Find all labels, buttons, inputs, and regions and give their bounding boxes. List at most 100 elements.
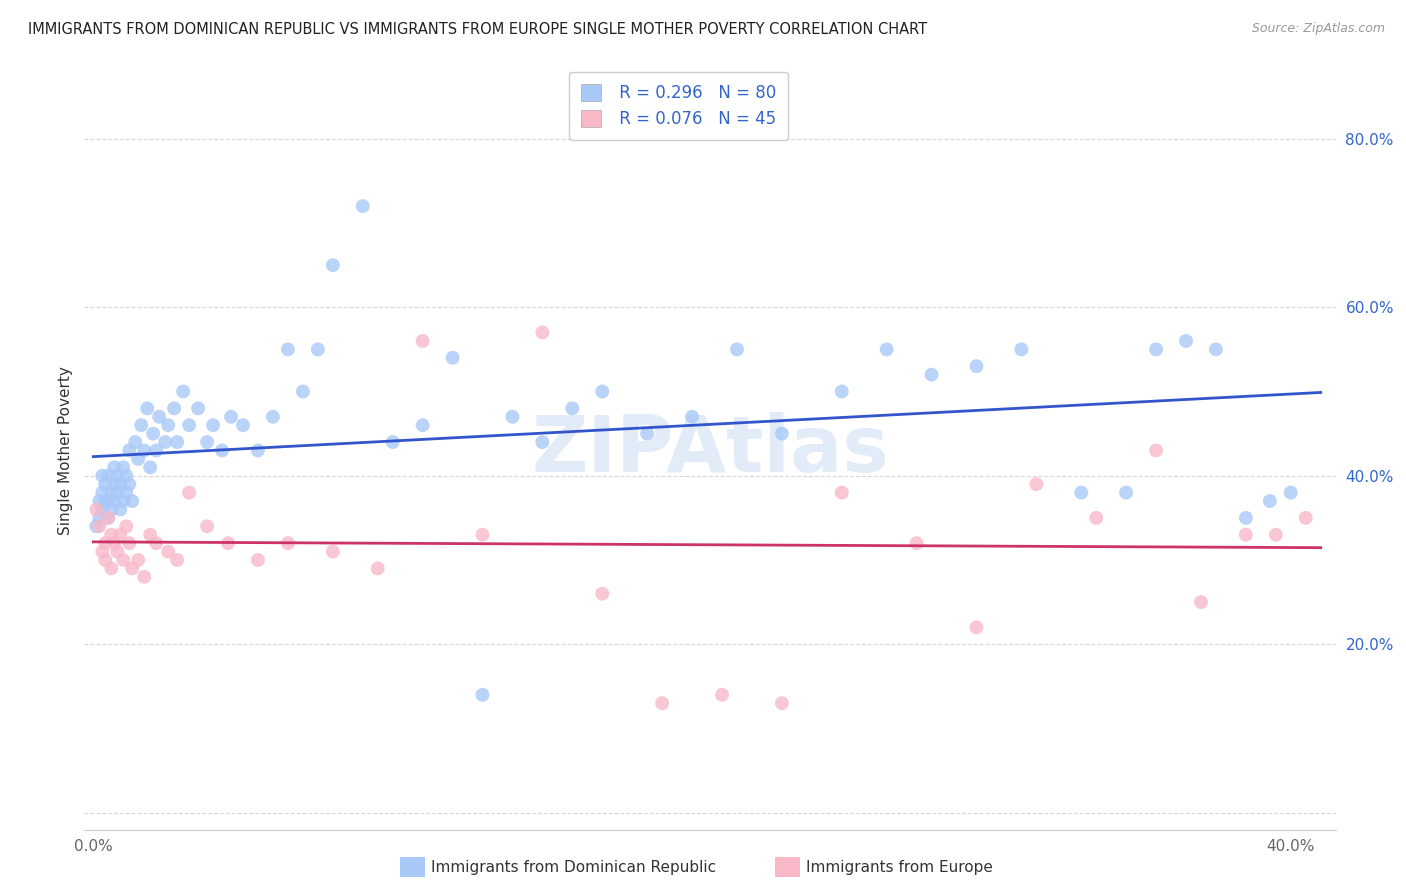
Point <box>166 553 188 567</box>
Point <box>471 527 494 541</box>
Point <box>112 553 135 567</box>
Point <box>163 401 186 416</box>
Point <box>94 553 117 567</box>
Point <box>153 435 176 450</box>
Point <box>1070 485 1092 500</box>
Point <box>148 409 170 424</box>
Point <box>291 384 314 399</box>
Point <box>105 544 128 558</box>
Point <box>110 502 132 516</box>
Point <box>905 536 928 550</box>
Point <box>157 544 180 558</box>
Point <box>246 443 269 458</box>
Point <box>202 418 225 433</box>
Point <box>127 553 149 567</box>
Point <box>831 485 853 500</box>
Point <box>97 494 120 508</box>
Point <box>103 460 125 475</box>
Point <box>965 620 987 634</box>
Point <box>139 527 162 541</box>
Point <box>145 536 167 550</box>
Point <box>1175 334 1198 348</box>
Point <box>262 409 284 424</box>
Point <box>412 418 434 433</box>
Point <box>112 460 135 475</box>
Point <box>770 426 793 441</box>
Point <box>103 536 125 550</box>
Point <box>531 435 554 450</box>
Point <box>1144 343 1167 357</box>
Point <box>179 485 201 500</box>
Point <box>1144 443 1167 458</box>
Y-axis label: Single Mother Poverty: Single Mother Poverty <box>58 366 73 535</box>
Point <box>89 494 111 508</box>
Point <box>591 587 613 601</box>
Point <box>831 384 853 399</box>
Point <box>1264 527 1286 541</box>
Point <box>91 468 114 483</box>
Point <box>127 451 149 466</box>
Point <box>97 468 120 483</box>
Point <box>139 460 162 475</box>
Point <box>103 477 125 491</box>
Point <box>965 359 987 374</box>
Point <box>681 409 703 424</box>
Point <box>322 544 344 558</box>
Point <box>1258 494 1281 508</box>
Point <box>1295 511 1317 525</box>
Point <box>97 511 120 525</box>
Point <box>1085 511 1108 525</box>
Point <box>121 494 143 508</box>
Point <box>1010 343 1032 357</box>
Point <box>651 696 673 710</box>
Text: Source: ZipAtlas.com: Source: ZipAtlas.com <box>1251 22 1385 36</box>
Point <box>112 494 135 508</box>
Point <box>97 511 120 525</box>
Point <box>124 435 146 450</box>
Point <box>105 485 128 500</box>
Point <box>172 384 194 399</box>
Point <box>89 511 111 525</box>
Point <box>1279 485 1302 500</box>
Point <box>232 418 254 433</box>
Point <box>121 561 143 575</box>
Point <box>118 536 141 550</box>
Point <box>1234 511 1257 525</box>
Text: ZIPAtlas: ZIPAtlas <box>531 412 889 489</box>
Point <box>118 477 141 491</box>
Point <box>142 426 165 441</box>
Point <box>100 485 122 500</box>
Text: Immigrants from Dominican Republic: Immigrants from Dominican Republic <box>430 861 716 875</box>
Point <box>110 477 132 491</box>
Point <box>86 502 108 516</box>
Point <box>412 334 434 348</box>
Point <box>94 536 117 550</box>
Point <box>441 351 464 365</box>
Point <box>219 409 242 424</box>
Point <box>352 199 374 213</box>
Point <box>501 409 523 424</box>
Point <box>145 443 167 458</box>
Point <box>157 418 180 433</box>
Point <box>381 435 404 450</box>
Point <box>91 544 114 558</box>
Point <box>136 401 159 416</box>
Point <box>217 536 239 550</box>
Point <box>471 688 494 702</box>
Point <box>166 435 188 450</box>
Point <box>195 519 218 533</box>
Point <box>115 519 138 533</box>
Point <box>531 326 554 340</box>
Point <box>876 343 898 357</box>
Point <box>1189 595 1212 609</box>
Point <box>921 368 943 382</box>
Point <box>89 519 111 533</box>
Point <box>94 494 117 508</box>
Point <box>636 426 658 441</box>
Point <box>118 443 141 458</box>
Point <box>134 443 156 458</box>
Point <box>187 401 209 416</box>
Point <box>91 502 114 516</box>
Point <box>115 485 138 500</box>
Point <box>134 570 156 584</box>
